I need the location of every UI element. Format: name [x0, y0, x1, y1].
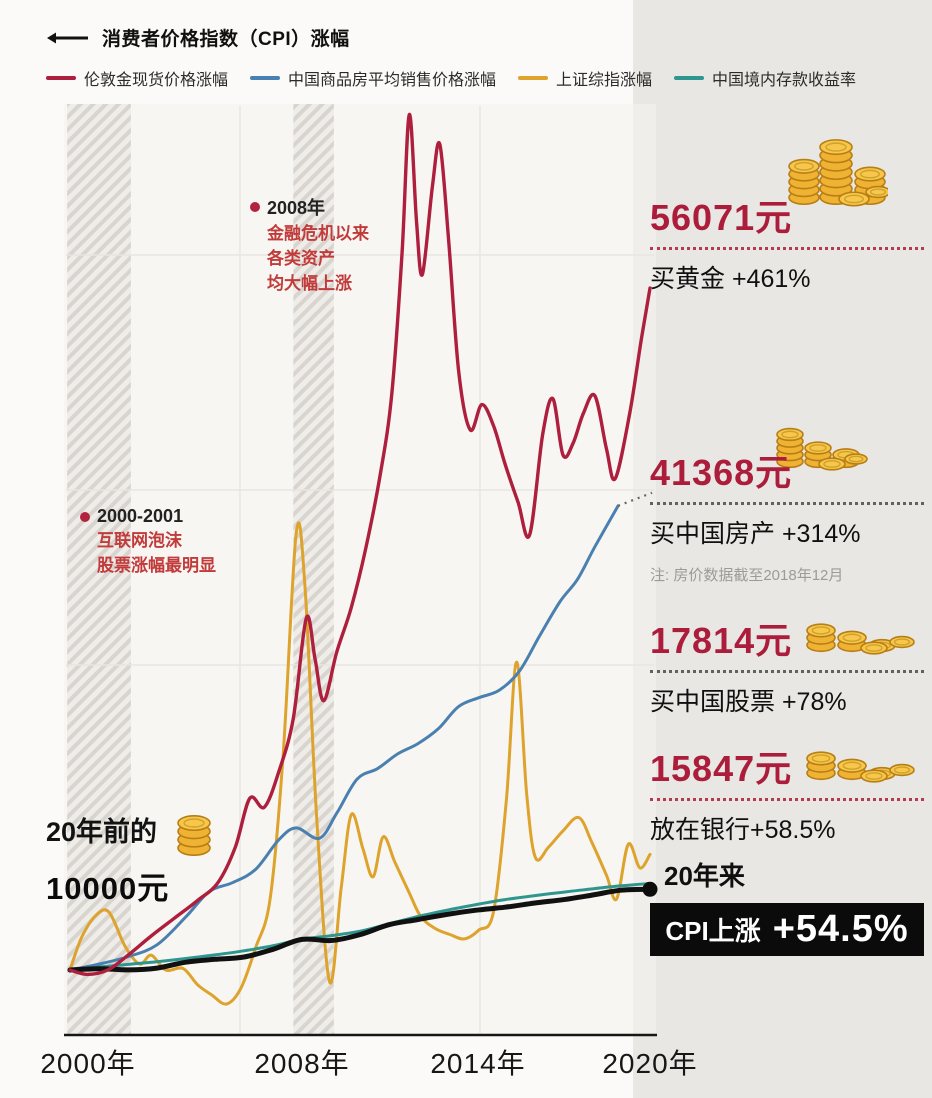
gold-coins-icon: [784, 113, 891, 209]
legend-cpi-label: 消费者价格指数（CPI）涨幅: [102, 29, 350, 50]
cpi-years-label: 20年来: [664, 861, 745, 891]
legend-item-stocks-label: 上证综指涨幅: [556, 72, 653, 89]
legend-item-deposit-label: 中国境内存款收益率: [712, 72, 857, 89]
cpi-badge-value: +54.5%: [772, 908, 909, 950]
stat-stocks-value: 17814元: [650, 620, 793, 661]
stat-bank-value: 15847元: [650, 748, 793, 789]
legend-cpi-row: 消费者价格指数（CPI）涨幅: [46, 24, 926, 51]
red-dot-icon: [80, 511, 90, 522]
housing-line-marker-icon: [250, 76, 281, 80]
legend-item-deposit: 中国境内存款收益率: [674, 66, 856, 90]
legend-item-gold-label: 伦敦金现货价格涨幅: [84, 72, 229, 89]
x-tick-2020: 2020年: [602, 1048, 698, 1079]
annotation-2008-text-2: 各类资产: [267, 249, 335, 268]
x-tick-2000: 2000年: [40, 1048, 136, 1079]
gold-line-marker-icon: [46, 76, 76, 80]
stat-bank: 15847元 放在银行+58.5%: [650, 740, 924, 846]
legend-items-row: 伦敦金现货价格涨幅 中国商品房平均销售价格涨幅 上证综指涨幅 中国境内存款收益率: [46, 66, 926, 90]
stat-stocks: 17814元 买中国股票 +78%: [650, 612, 924, 718]
legend-item-housing: 中国商品房平均销售价格涨幅: [250, 66, 496, 90]
origin-text: 20年前的: [46, 817, 158, 847]
cpi-summary: 20年来 CPI上涨 +54.5%: [650, 856, 924, 956]
cpi-badge: CPI上涨 +54.5%: [650, 903, 924, 956]
bank-coins-icon: [804, 726, 916, 784]
red-dot-icon: [250, 202, 260, 212]
origin-amount-label: 20年前的 10000元: [46, 810, 223, 908]
legend-item-gold: 伦敦金现货价格涨幅: [46, 66, 228, 90]
stat-housing: 41368元 买中国房产 +314% 注: 房价数据截至2018年12月: [650, 398, 924, 585]
origin-coins-icon: [167, 802, 223, 860]
cpi-badge-label: CPI上涨: [665, 916, 761, 946]
annotation-2008-title-row: 2008年: [250, 194, 369, 220]
stocks-coins-icon: [804, 598, 916, 656]
annotation-2008-text-3: 均大幅上涨: [267, 274, 352, 293]
x-tick-2008: 2008年: [254, 1048, 350, 1079]
stat-bank-underline: 15847元: [650, 740, 924, 801]
legend: 消费者价格指数（CPI）涨幅 伦敦金现货价格涨幅 中国商品房平均销售价格涨幅 上…: [46, 24, 926, 90]
annotation-dotcom-text-1: 互联网泡沫: [97, 531, 182, 550]
stocks-line-marker-icon: [518, 76, 549, 80]
deposit-line-marker-icon: [674, 76, 705, 80]
legend-item-stocks: 上证综指涨幅: [518, 66, 652, 90]
annotation-dotcom-title: 2000-2001: [97, 506, 184, 526]
stat-housing-underline: 41368元: [650, 444, 924, 505]
origin-amount: 10000元: [46, 871, 170, 906]
stat-bank-label: 放在银行+58.5%: [650, 816, 836, 844]
stat-housing-label: 买中国房产 +314%: [650, 520, 861, 548]
stat-gold: 56071元 买黄金 +461%: [650, 113, 924, 295]
annotation-dotcom-bubble: 2000-2001 互联网泡沫 股票涨幅最明显: [80, 506, 216, 577]
legend-item-housing-label: 中国商品房平均销售价格涨幅: [288, 72, 497, 89]
housing-coins-icon: [772, 398, 868, 472]
stat-gold-underline: 56071元: [650, 189, 924, 250]
annotation-2008-crisis: 2008年 金融危机以来 各类资产 均大幅上涨: [250, 194, 369, 295]
annotation-dotcom-title-row: 2000-2001: [80, 506, 216, 527]
annotation-2008-text-1: 金融危机以来: [267, 224, 369, 243]
origin-row: 20年前的: [46, 810, 223, 860]
stat-gold-label: 买黄金 +461%: [650, 265, 811, 293]
stat-stocks-underline: 17814元: [650, 612, 924, 673]
stat-housing-value: 41368元: [650, 452, 793, 493]
x-tick-2014: 2014年: [430, 1048, 526, 1079]
stat-stocks-label: 买中国股票 +78%: [650, 688, 847, 716]
stat-gold-value: 56071元: [650, 197, 793, 238]
annotation-2008-title: 2008年: [267, 198, 326, 218]
cpi-line-arrow-icon: [46, 31, 92, 45]
stat-housing-note: 注: 房价数据截至2018年12月: [650, 567, 844, 584]
annotation-dotcom-text-2: 股票涨幅最明显: [97, 556, 216, 575]
